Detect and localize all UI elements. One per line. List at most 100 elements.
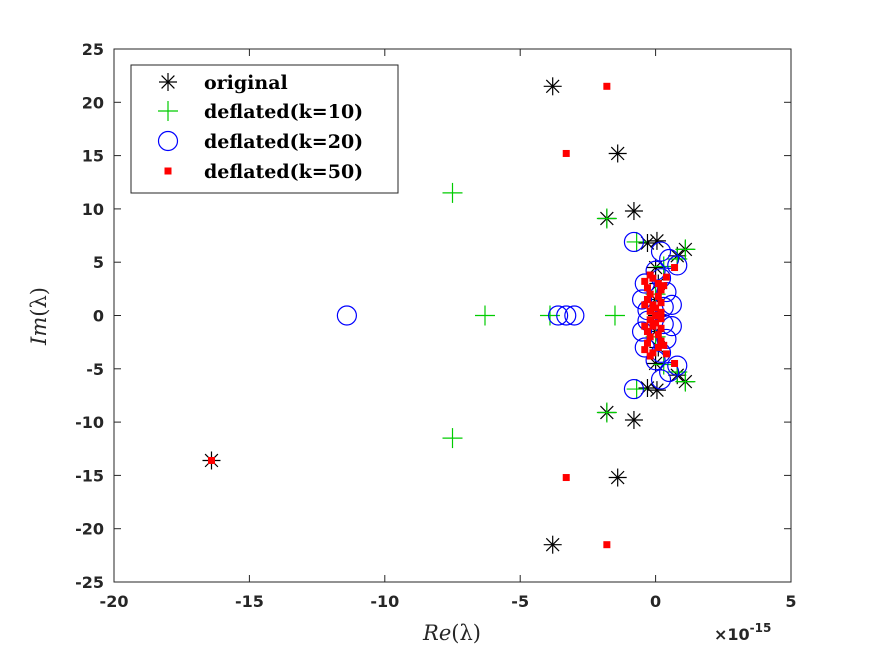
y-tick-label: -10	[75, 413, 104, 432]
x-tick-label: -15	[235, 592, 264, 611]
deflated-k20-point	[650, 369, 672, 390]
deflated-k50-point	[652, 319, 660, 327]
original-point	[624, 410, 643, 429]
deflated-k10-point	[442, 182, 463, 203]
legend-box	[130, 64, 399, 194]
deflated-k20-point	[634, 273, 655, 294]
deflated-k50-point	[562, 474, 570, 482]
deflated-k50-point	[657, 315, 665, 323]
deflated-k50-point	[641, 322, 649, 330]
deflated-k20-point	[564, 305, 585, 326]
deflated-k50-point	[657, 337, 665, 345]
deflated-k10-point	[675, 239, 696, 260]
deflated-k50-point	[562, 149, 570, 157]
y-tick-label: 10	[82, 200, 104, 219]
deflated-k50-point	[657, 324, 665, 332]
y-tick-label: -20	[75, 520, 104, 539]
deflated-k50-point	[657, 286, 665, 294]
deflated-k50-point	[646, 333, 654, 341]
deflated-k10-point	[442, 428, 463, 449]
deflated-k10-point	[596, 208, 617, 229]
legend-label-k10: deflated(k=10)	[204, 101, 363, 123]
deflated-k50-point	[660, 341, 668, 349]
deflated-k20-point	[659, 361, 680, 383]
deflated-k50-point	[662, 273, 670, 281]
y-tick-label: 25	[82, 40, 104, 59]
legend-marker-3	[157, 130, 179, 152]
y-tick-label: 5	[93, 253, 104, 272]
y-axis-title: Im(λ)	[27, 287, 51, 346]
deflated-k20-point	[548, 305, 569, 326]
x-tick-label: -10	[370, 592, 399, 611]
deflated-k50-point	[646, 316, 654, 324]
legend: original deflated(k=10) deflated(k=20) d…	[130, 64, 399, 194]
y-tick-label: -5	[86, 360, 104, 379]
deflated-k50-point	[603, 82, 611, 90]
deflated-k50-point	[646, 290, 654, 298]
deflated-k50-point	[654, 331, 662, 339]
original-point	[543, 535, 562, 554]
legend-label-k50: deflated(k=50)	[204, 161, 363, 183]
original-point	[608, 468, 627, 487]
legend-marker-1	[159, 73, 177, 91]
deflated-k20-point	[336, 305, 357, 326]
y-tick-label: 20	[82, 93, 104, 112]
deflated-k50-point	[649, 274, 657, 282]
legend-label-k20: deflated(k=20)	[204, 131, 363, 153]
deflated-k20-point	[634, 337, 655, 358]
x-tick-label: 0	[650, 592, 661, 611]
deflated-k20-point	[667, 355, 688, 376]
data-points	[202, 77, 696, 554]
deflated-k50-point	[671, 359, 679, 367]
deflated-k50-point	[207, 456, 215, 464]
x-tick-label: 5	[785, 592, 796, 611]
deflated-k50-point	[603, 541, 611, 549]
deflated-k20-point	[650, 241, 672, 262]
original-point	[543, 77, 562, 96]
x-axis-exponent: ×10-15	[714, 621, 771, 644]
original-point	[647, 231, 666, 250]
deflated-k50-point	[652, 312, 660, 319]
deflated-k50-point	[654, 343, 662, 351]
deflated-k50-point	[654, 280, 662, 288]
deflated-k50-point	[657, 299, 665, 307]
deflated-k10-point	[675, 371, 696, 392]
legend-marker-4	[164, 167, 172, 175]
legend-marker-2	[158, 101, 178, 121]
deflated-k50-point	[641, 277, 649, 285]
y-tick-label: -15	[75, 466, 104, 485]
deflated-k50-point	[652, 304, 660, 312]
deflated-k10-point	[604, 305, 625, 326]
deflated-k20-point	[623, 231, 645, 253]
deflated-k20-point	[556, 305, 577, 326]
deflated-k50-point	[657, 308, 665, 316]
deflated-k50-point	[646, 307, 654, 315]
deflated-k20-point	[631, 321, 653, 342]
deflated-k50-point	[643, 327, 651, 335]
legend-markers	[157, 73, 179, 175]
deflated-k50-point	[660, 282, 668, 290]
deflated-k20-point	[667, 255, 688, 276]
x-tick-label: -20	[100, 592, 129, 611]
deflated-k50-point	[662, 350, 670, 358]
deflated-k50-point	[643, 284, 651, 292]
y-tick-label: 0	[93, 307, 104, 326]
deflated-k10-point	[474, 305, 495, 326]
deflated-k50-point	[654, 292, 662, 300]
x-axis-title: Re(λ)	[422, 621, 481, 645]
original-point	[624, 202, 643, 221]
legend-label-original: original	[204, 72, 288, 94]
deflated-k20-point	[631, 289, 653, 310]
deflated-k20-point	[623, 378, 645, 400]
deflated-k50-point	[671, 264, 679, 272]
deflated-k50-point	[641, 301, 649, 309]
deflated-k50-point	[649, 349, 657, 357]
y-tick-label: 15	[82, 147, 104, 166]
original-point	[647, 381, 666, 400]
deflated-k50-point	[643, 296, 651, 304]
original-point	[608, 144, 627, 163]
deflated-k50-point	[643, 339, 651, 347]
y-tick-label: -25	[75, 573, 104, 592]
